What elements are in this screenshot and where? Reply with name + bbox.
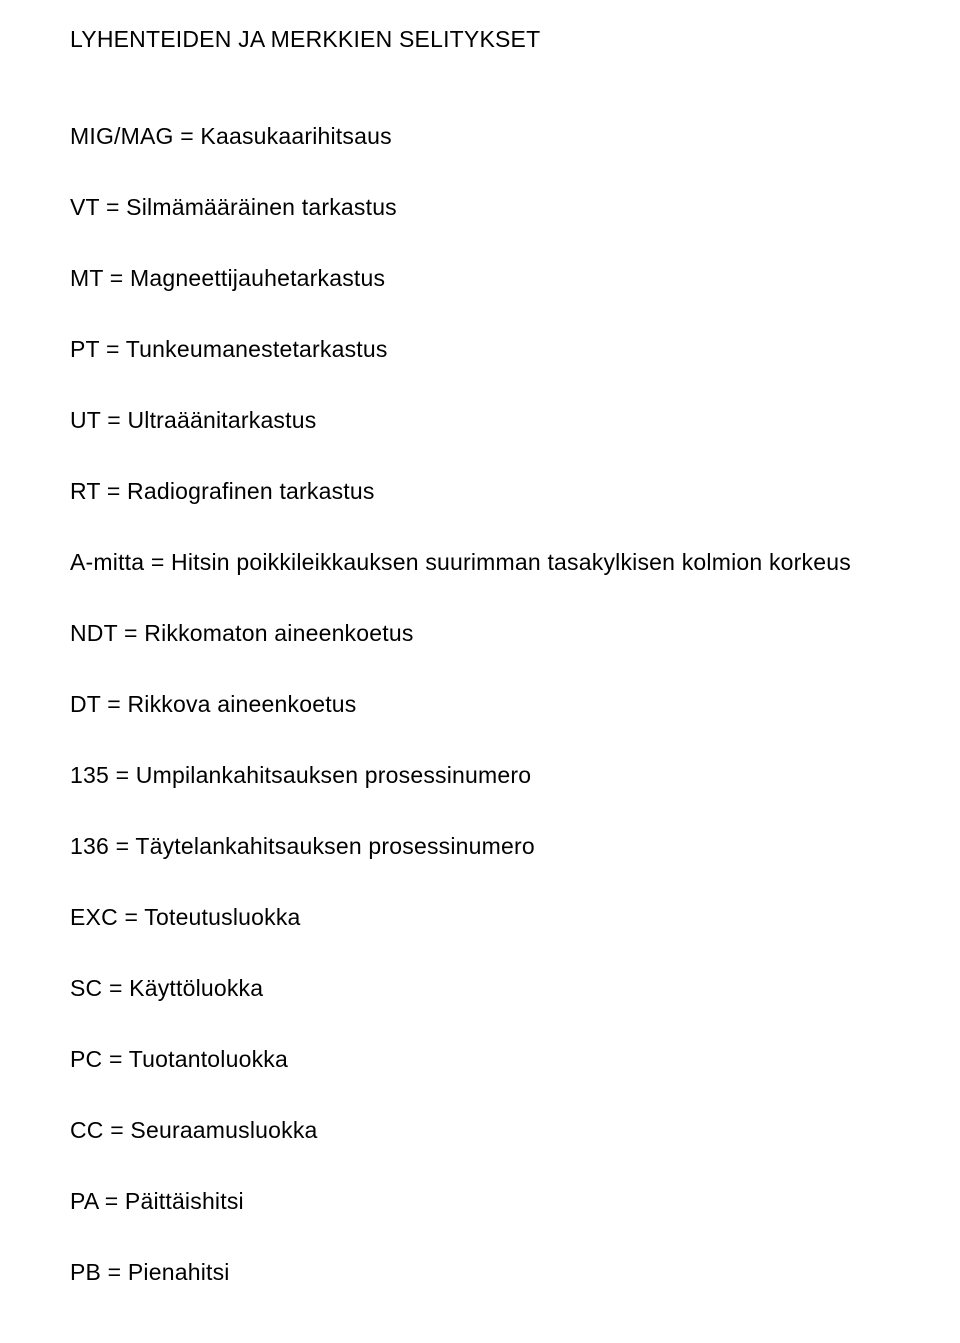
definition-line: DT = Rikkova aineenkoetus bbox=[70, 691, 890, 718]
definition-line: 136 = Täytelankahitsauksen prosessinumer… bbox=[70, 833, 890, 860]
definition-line: PA = Päittäishitsi bbox=[70, 1188, 890, 1215]
definition-line: PB = Pienahitsi bbox=[70, 1259, 890, 1286]
definition-line: A-mitta = Hitsin poikkileikkauksen suuri… bbox=[70, 549, 890, 576]
definition-line: UT = Ultraäänitarkastus bbox=[70, 407, 890, 434]
definition-line: RT = Radiografinen tarkastus bbox=[70, 478, 890, 505]
document-page: LYHENTEIDEN JA MERKKIEN SELITYKSET MIG/M… bbox=[0, 0, 960, 1286]
definition-line: EXC = Toteutusluokka bbox=[70, 904, 890, 931]
definition-line: CC = Seuraamusluokka bbox=[70, 1117, 890, 1144]
definition-line: SC = Käyttöluokka bbox=[70, 975, 890, 1002]
definition-line: 135 = Umpilankahitsauksen prosessinumero bbox=[70, 762, 890, 789]
definition-line: VT = Silmämääräinen tarkastus bbox=[70, 194, 890, 221]
definition-line: NDT = Rikkomaton aineenkoetus bbox=[70, 620, 890, 647]
page-title: LYHENTEIDEN JA MERKKIEN SELITYKSET bbox=[70, 26, 890, 53]
definition-line: MIG/MAG = Kaasukaarihitsaus bbox=[70, 123, 890, 150]
definition-line: MT = Magneettijauhetarkastus bbox=[70, 265, 890, 292]
definition-line: PC = Tuotantoluokka bbox=[70, 1046, 890, 1073]
definition-line: PT = Tunkeumanestetarkastus bbox=[70, 336, 890, 363]
